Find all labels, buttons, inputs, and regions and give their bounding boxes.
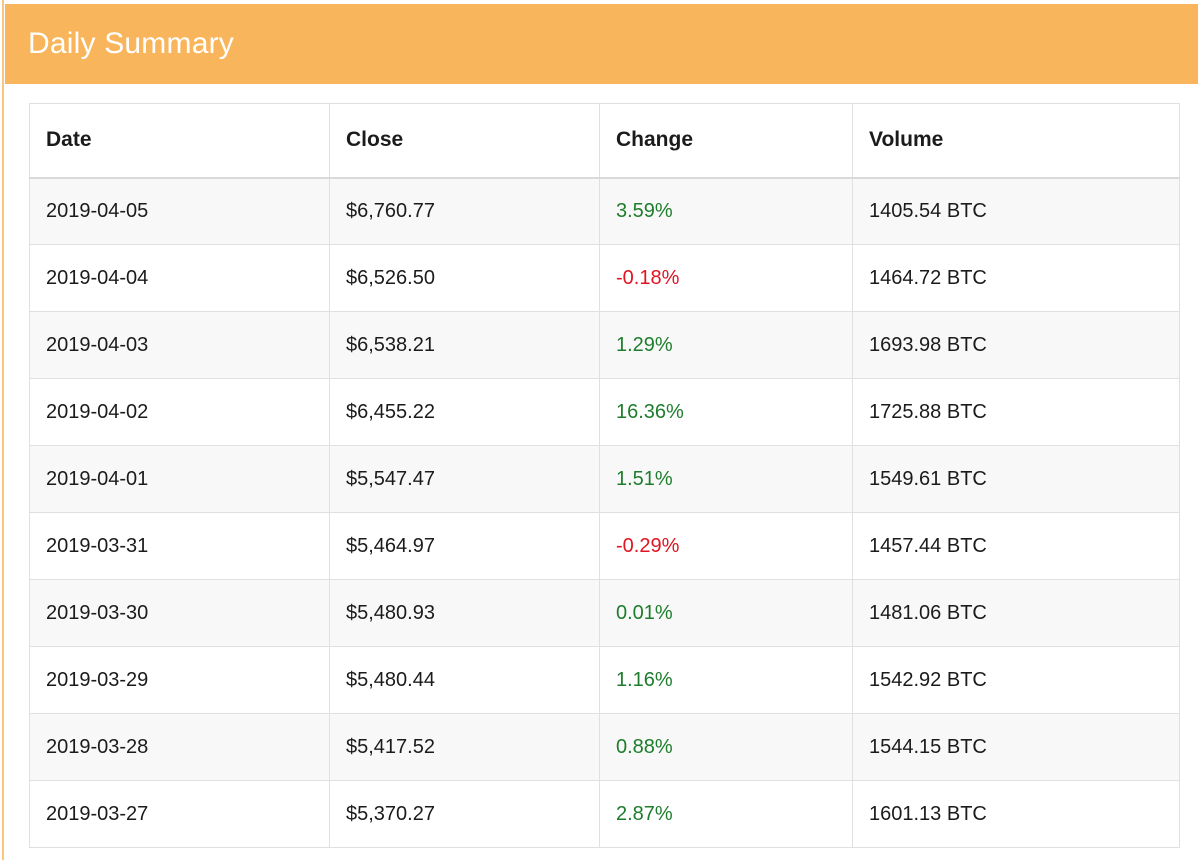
table-row: 2019-03-29 $5,480.44 1.16% 1542.92 BTC	[29, 646, 1180, 714]
cell-close: $5,480.44	[329, 646, 600, 714]
cell-volume: 1481.06 BTC	[852, 579, 1180, 647]
cell-date: 2019-04-03	[29, 311, 330, 379]
cell-close: $5,480.93	[329, 579, 600, 647]
panel-body: Date Close Change Volume 2019-04-05 $6,760.7…	[29, 103, 1180, 848]
cell-volume: 1542.92 BTC	[852, 646, 1180, 714]
cell-change: 1.51%	[599, 445, 853, 513]
cell-close: $6,526.50	[329, 244, 600, 312]
daily-summary-table: Date Close Change Volume 2019-04-05 $6,760.7…	[29, 103, 1180, 848]
column-header-volume: Volume	[852, 103, 1180, 179]
cell-date: 2019-04-01	[29, 445, 330, 513]
column-header-change: Change	[599, 103, 853, 179]
cell-change: 0.88%	[599, 713, 853, 781]
cell-date: 2019-03-27	[29, 780, 330, 848]
cell-change: 3.59%	[599, 177, 853, 245]
cell-change: -0.18%	[599, 244, 853, 312]
cell-volume: 1693.98 BTC	[852, 311, 1180, 379]
table-row: 2019-04-04 $6,526.50 -0.18% 1464.72 BTC	[29, 244, 1180, 312]
cell-change: 0.01%	[599, 579, 853, 647]
table-row: 2019-04-02 $6,455.22 16.36% 1725.88 BTC	[29, 378, 1180, 446]
table-row: 2019-03-27 $5,370.27 2.87% 1601.13 BTC	[29, 780, 1180, 848]
cell-change: 2.87%	[599, 780, 853, 848]
cell-volume: 1464.72 BTC	[852, 244, 1180, 312]
cell-date: 2019-03-28	[29, 713, 330, 781]
cell-close: $6,760.77	[329, 177, 600, 245]
cell-volume: 1405.54 BTC	[852, 177, 1180, 245]
table-row: 2019-04-01 $5,547.47 1.51% 1549.61 BTC	[29, 445, 1180, 513]
column-header-close: Close	[329, 103, 600, 179]
cell-close: $6,455.22	[329, 378, 600, 446]
table-row: 2019-03-30 $5,480.93 0.01% 1481.06 BTC	[29, 579, 1180, 647]
cell-change: 16.36%	[599, 378, 853, 446]
cell-date: 2019-03-30	[29, 579, 330, 647]
cell-volume: 1549.61 BTC	[852, 445, 1180, 513]
table-row: 2019-03-28 $5,417.52 0.88% 1544.15 BTC	[29, 713, 1180, 781]
table-header-row: Date Close Change Volume	[29, 103, 1180, 179]
table-body: 2019-04-05 $6,760.77 3.59% 1405.54 BTC 2019-…	[29, 177, 1180, 848]
cell-volume: 1725.88 BTC	[852, 378, 1180, 446]
table-row: 2019-04-03 $6,538.21 1.29% 1693.98 BTC	[29, 311, 1180, 379]
cell-volume: 1601.13 BTC	[852, 780, 1180, 848]
table-row: 2019-03-31 $5,464.97 -0.29% 1457.44 BTC	[29, 512, 1180, 580]
page-title: Daily Summary	[28, 27, 234, 60]
cell-volume: 1544.15 BTC	[852, 713, 1180, 781]
cell-date: 2019-04-04	[29, 244, 330, 312]
cell-close: $5,547.47	[329, 445, 600, 513]
column-header-date: Date	[29, 103, 330, 179]
cell-close: $5,370.27	[329, 780, 600, 848]
cell-date: 2019-04-02	[29, 378, 330, 446]
cell-close: $5,464.97	[329, 512, 600, 580]
panel-header: Daily Summary	[5, 4, 1198, 84]
cell-close: $6,538.21	[329, 311, 600, 379]
left-accent-border	[2, 0, 4, 860]
cell-close: $5,417.52	[329, 713, 600, 781]
cell-date: 2019-03-31	[29, 512, 330, 580]
cell-date: 2019-04-05	[29, 177, 330, 245]
cell-date: 2019-03-29	[29, 646, 330, 714]
cell-volume: 1457.44 BTC	[852, 512, 1180, 580]
cell-change: -0.29%	[599, 512, 853, 580]
table-row: 2019-04-05 $6,760.77 3.59% 1405.54 BTC	[29, 177, 1180, 245]
cell-change: 1.16%	[599, 646, 853, 714]
cell-change: 1.29%	[599, 311, 853, 379]
